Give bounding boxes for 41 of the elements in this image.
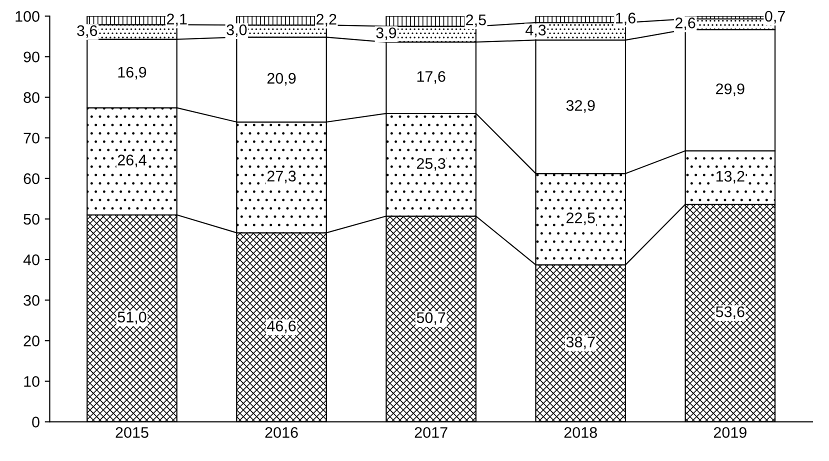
x-tick-label: 2016 — [265, 427, 298, 438]
y-tick-label: 90 — [24, 52, 40, 62]
data-label: 27,3 — [267, 170, 296, 184]
data-label: 16,9 — [118, 66, 146, 80]
data-label: 53,6 — [716, 306, 744, 319]
data-label: 25,3 — [416, 158, 446, 171]
data-label: 13,2 — [716, 170, 744, 184]
x-tick-label: 2018 — [564, 427, 597, 438]
data-label: 26,4 — [118, 154, 146, 168]
data-label: 2,6 — [675, 18, 696, 30]
y-tick-label: 30 — [24, 294, 40, 306]
y-tick-label: 80 — [24, 92, 40, 103]
y-tick-label: 20 — [24, 336, 40, 346]
data-label: 32,9 — [566, 100, 595, 113]
data-label: 46,6 — [267, 320, 296, 334]
data-label: 3,0 — [226, 24, 247, 38]
data-label: 1,6 — [616, 12, 636, 26]
x-tick-label: 2019 — [714, 427, 746, 438]
y-tick-label: 70 — [24, 132, 40, 144]
y-tick-label: 60 — [24, 173, 40, 184]
data-label: 38,7 — [566, 336, 595, 350]
data-label: 3,6 — [77, 25, 98, 38]
data-label: 51,0 — [118, 312, 146, 324]
x-tick-label: 2015 — [116, 427, 148, 438]
y-tick-label: 40 — [23, 254, 40, 266]
data-label: 2,2 — [316, 14, 336, 27]
data-label: 2,5 — [466, 14, 486, 28]
y-tick-label: 10 — [24, 376, 40, 387]
data-label: 22,5 — [566, 212, 595, 226]
data-label: 50,7 — [416, 312, 446, 325]
data-label: 4,3 — [525, 24, 546, 38]
y-tick-label: 0 — [32, 416, 40, 428]
y-tick-label: 100 — [16, 11, 40, 22]
data-label: 3,9 — [376, 27, 396, 40]
data-label: 29,9 — [716, 83, 744, 96]
data-label: 17,6 — [417, 71, 446, 84]
data-label: 0,7 — [765, 10, 785, 24]
data-label: 20,9 — [267, 72, 296, 86]
x-tick-label: 2017 — [414, 427, 448, 438]
data-label: 2,1 — [167, 14, 187, 26]
y-tick-label: 50 — [24, 214, 40, 225]
